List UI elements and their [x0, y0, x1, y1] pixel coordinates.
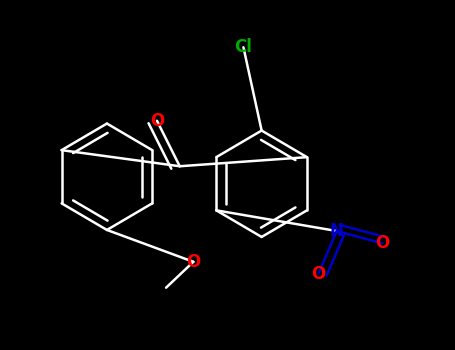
Text: Cl: Cl: [234, 38, 253, 56]
Text: O: O: [150, 112, 164, 130]
Text: O: O: [186, 253, 201, 271]
Text: N: N: [330, 222, 344, 240]
Text: O: O: [311, 265, 326, 283]
Text: O: O: [375, 234, 389, 252]
